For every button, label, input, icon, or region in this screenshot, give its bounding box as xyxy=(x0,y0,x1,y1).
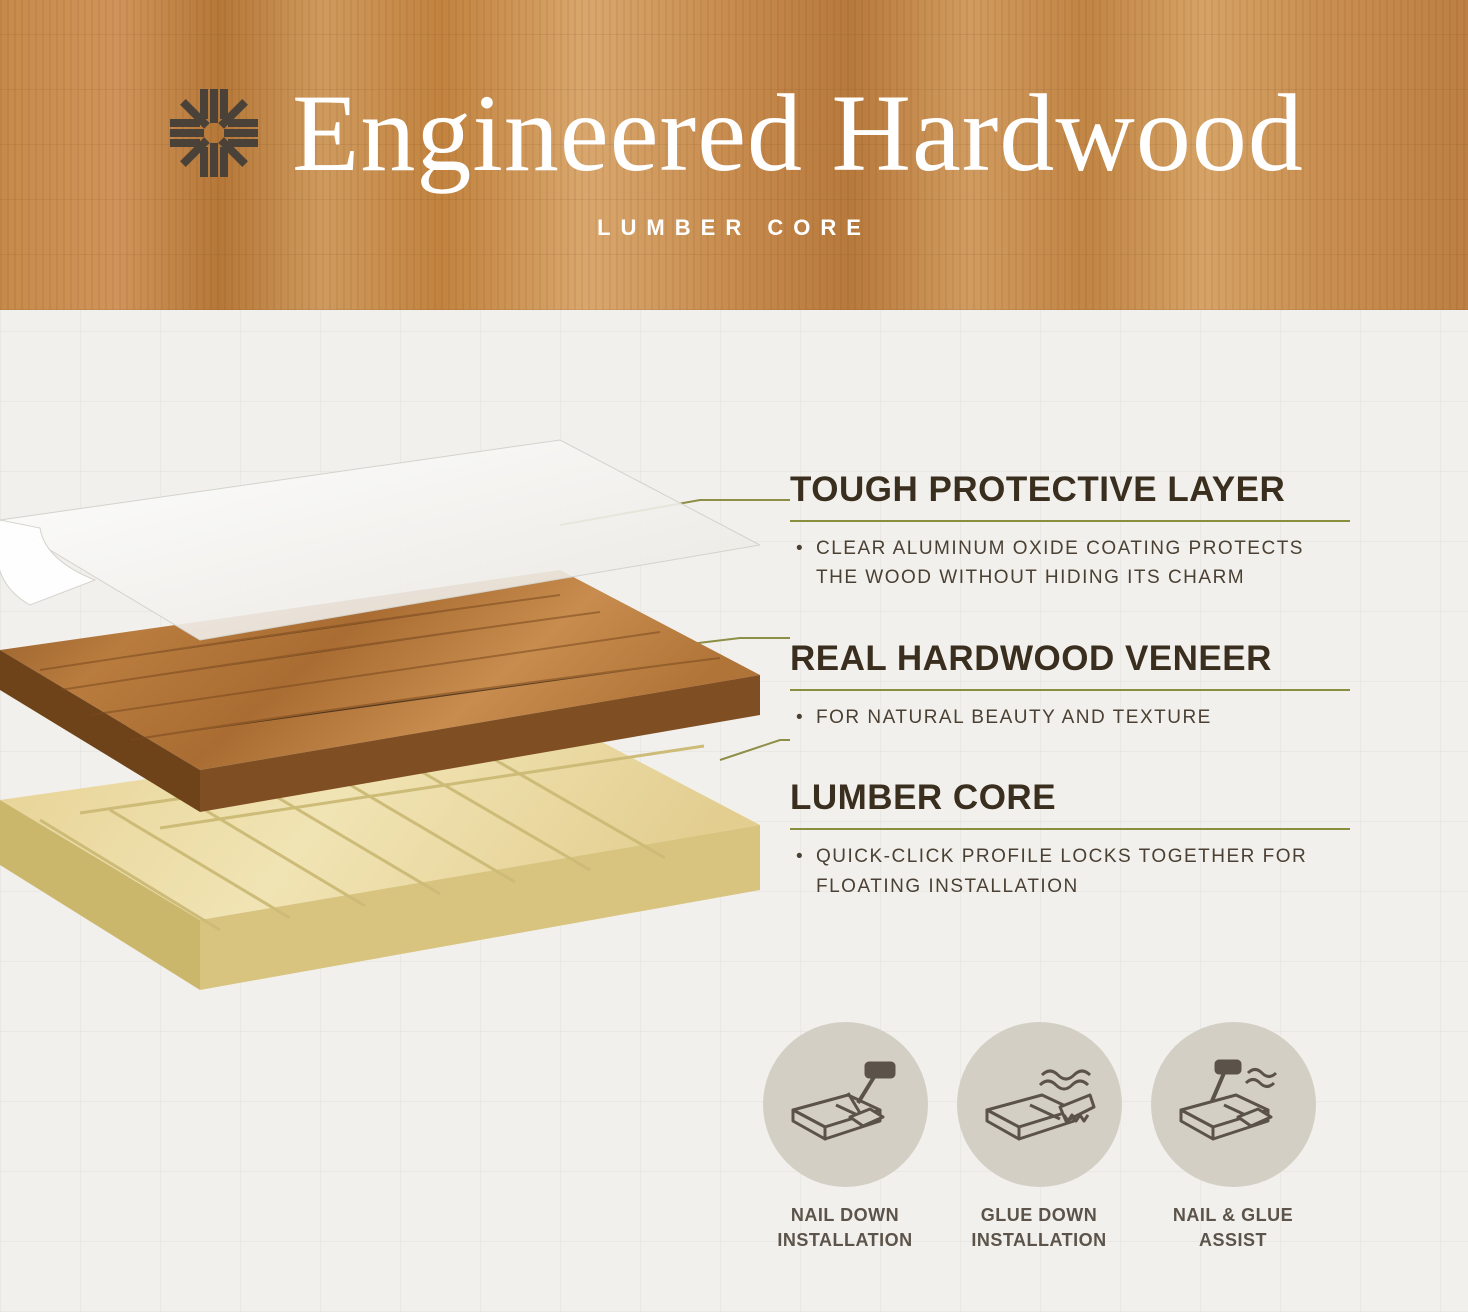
label-line: NAIL DOWN xyxy=(791,1205,899,1225)
divider xyxy=(790,520,1350,522)
page-subtitle: LUMBER CORE xyxy=(597,215,871,241)
label-line: GLUE DOWN xyxy=(981,1205,1098,1225)
page-title: Engineered Hardwood xyxy=(292,70,1304,197)
nail-down-icon xyxy=(788,1055,903,1155)
layers-descriptions: TOUGH PROTECTIVE LAYER CLEAR ALUMINUM OX… xyxy=(790,470,1350,947)
layer-bullets: QUICK-CLICK PROFILE LOCKS TOGETHER FOR F… xyxy=(790,842,1350,901)
install-label: GLUE DOWN INSTALLATION xyxy=(971,1203,1106,1252)
layer-bullets: FOR NATURAL BEAUTY AND TEXTURE xyxy=(790,703,1350,732)
header-banner: Engineered Hardwood LUMBER CORE xyxy=(0,0,1468,310)
bullet: CLEAR ALUMINUM OXIDE COATING PROTECTS TH… xyxy=(790,534,1350,593)
installation-row: NAIL DOWN INSTALLATION xyxy=(760,1022,1318,1252)
bullet: FOR NATURAL BEAUTY AND TEXTURE xyxy=(790,703,1350,732)
layer-title: TOUGH PROTECTIVE LAYER xyxy=(790,470,1350,510)
install-nail-down: NAIL DOWN INSTALLATION xyxy=(760,1022,930,1252)
install-badge xyxy=(957,1022,1122,1187)
install-label: NAIL DOWN INSTALLATION xyxy=(777,1203,912,1252)
layer-bullets: CLEAR ALUMINUM OXIDE COATING PROTECTS TH… xyxy=(790,534,1350,593)
snowflake-logo-icon xyxy=(164,83,264,183)
bullet: QUICK-CLICK PROFILE LOCKS TOGETHER FOR F… xyxy=(790,842,1350,901)
install-nail-glue-assist: NAIL & GLUE ASSIST xyxy=(1148,1022,1318,1252)
install-badge xyxy=(1151,1022,1316,1187)
label-line: INSTALLATION xyxy=(971,1230,1106,1250)
install-glue-down: GLUE DOWN INSTALLATION xyxy=(954,1022,1124,1252)
nail-glue-assist-icon xyxy=(1176,1055,1291,1155)
install-label: NAIL & GLUE ASSIST xyxy=(1173,1203,1293,1252)
install-badge xyxy=(763,1022,928,1187)
divider xyxy=(790,828,1350,830)
label-line: NAIL & GLUE xyxy=(1173,1205,1293,1225)
layer-block-veneer: REAL HARDWOOD VENEER FOR NATURAL BEAUTY … xyxy=(790,639,1350,732)
label-line: ASSIST xyxy=(1199,1230,1267,1250)
divider xyxy=(790,689,1350,691)
plank-exploded-diagram xyxy=(0,420,760,1070)
layer-title: LUMBER CORE xyxy=(790,778,1350,818)
label-line: INSTALLATION xyxy=(777,1230,912,1250)
header-row: Engineered Hardwood xyxy=(164,70,1304,197)
main-content: TOUGH PROTECTIVE LAYER CLEAR ALUMINUM OX… xyxy=(0,310,1468,1312)
layer-block-protective: TOUGH PROTECTIVE LAYER CLEAR ALUMINUM OX… xyxy=(790,470,1350,593)
layer-block-core: LUMBER CORE QUICK-CLICK PROFILE LOCKS TO… xyxy=(790,778,1350,901)
glue-down-icon xyxy=(982,1055,1097,1155)
layer-title: REAL HARDWOOD VENEER xyxy=(790,639,1350,679)
